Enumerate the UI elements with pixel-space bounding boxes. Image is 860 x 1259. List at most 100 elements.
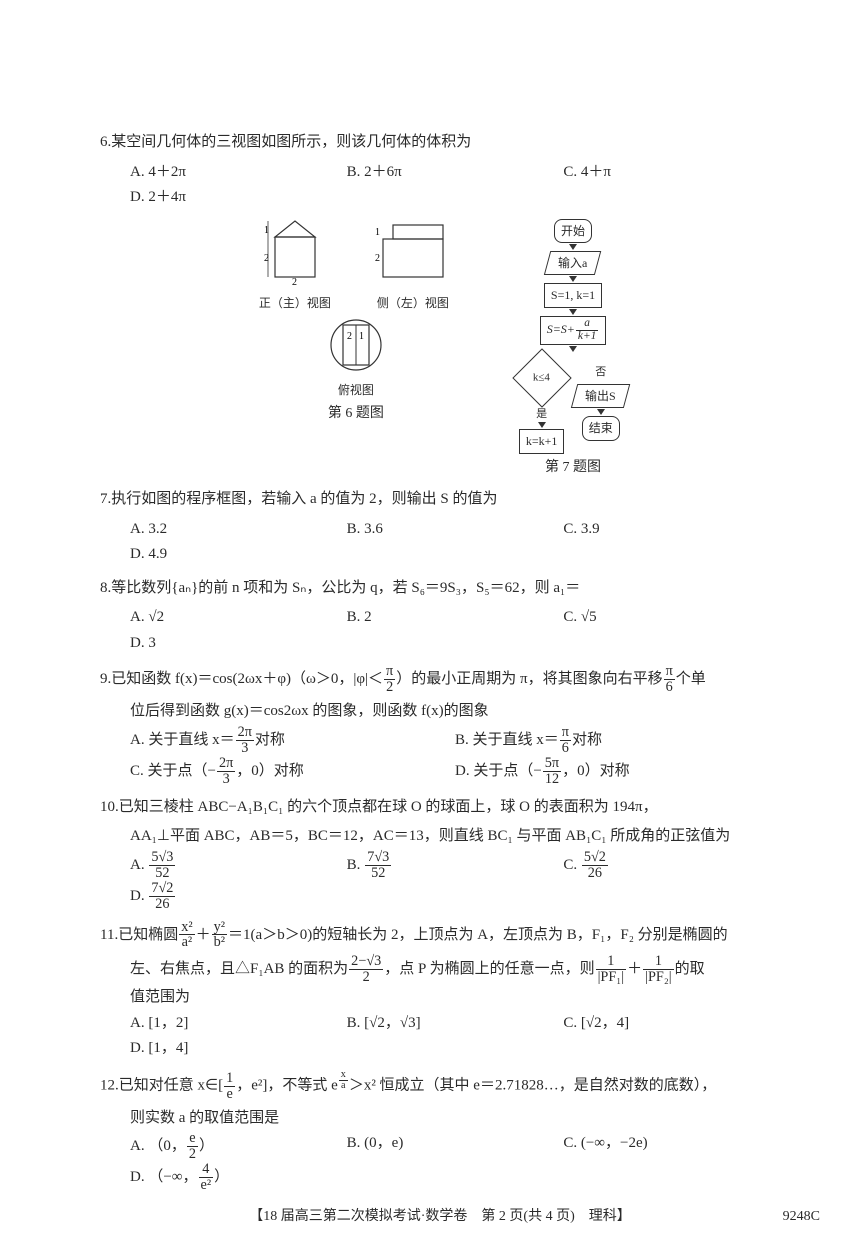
q11-options: A. [1，2] B. [√2，√3] C. [√2，4] D. [1，4] [100, 1011, 780, 1062]
front-view-svg: 1 2 2 [260, 217, 330, 287]
q12-text1: 已知对任意 x∈[ [119, 1078, 223, 1094]
q7-opt-a: A. 3.2 [130, 517, 347, 543]
figure-7: 开始 输入a S=1, k=1 S=S+ak+1 k≤4 是 [519, 217, 627, 480]
q9-text1: 已知函数 f(x)＝cos(2ωx＋φ)（ω＞0，|φ|＜ [111, 671, 383, 687]
q11-opt-a: A. [1，2] [130, 1011, 347, 1037]
q12-number: 12. [100, 1078, 119, 1094]
q8-text: 等比数列{aₙ}的前 n 项和为 Sₙ，公比为 q，若 S₆＝9S₃，S₅＝62… [111, 580, 580, 596]
q8-stem: 8.等比数列{aₙ}的前 n 项和为 Sₙ，公比为 q，若 S₆＝9S₃，S₅＝… [100, 576, 780, 602]
q9-opt-b: B. 关于直线 x＝π6对称 [455, 725, 780, 756]
q8-opt-b: B. 2 [347, 605, 564, 631]
q8-options: A. √2 B. 2 C. √5 D. 3 [100, 605, 780, 656]
svg-text:1: 1 [375, 227, 380, 238]
q6-opt-b: B. 2＋6π [347, 160, 564, 186]
fc-init: S=1, k=1 [544, 283, 602, 307]
q7-opt-b: B. 3.6 [347, 517, 564, 543]
q6-text: 某空间几何体的三视图如图所示，则该几何体的体积为 [111, 134, 471, 150]
q10-options: A. 5√352 B. 7√352 C. 5√226 D. 7√226 [100, 850, 780, 912]
q11-text1: 已知椭圆 [118, 926, 178, 942]
q11-opt-c: C. [√2，4] [563, 1011, 780, 1037]
side-view-label: 侧（左）视图 [373, 293, 453, 313]
q10-opt-d: D. 7√226 [130, 881, 780, 912]
question-8: 8.等比数列{aₙ}的前 n 项和为 Sₙ，公比为 q，若 S₆＝9S₃，S₅＝… [100, 576, 780, 657]
q7-opt-c: C. 3.9 [563, 517, 780, 543]
svg-text:2: 2 [292, 277, 297, 287]
fc-input: 输入a [544, 251, 602, 275]
question-7: 7.执行如图的程序框图，若输入 a 的值为 2，则输出 S 的值为 A. 3.2… [100, 487, 780, 568]
q12-opt-c: C. (−∞，−2e) [563, 1131, 780, 1162]
footer-code: 9248C [783, 1205, 820, 1229]
q9-options: A. 关于直线 x＝2π3对称 B. 关于直线 x＝π6对称 C. 关于点（−2… [100, 725, 780, 787]
q12-options: A. （0，e2） B. (0，e) C. (−∞，−2e) D. （−∞，4e… [100, 1131, 780, 1193]
q7-stem: 7.执行如图的程序框图，若输入 a 的值为 2，则输出 S 的值为 [100, 487, 780, 513]
page-footer: 【18 届高三第二次模拟考试·数学卷 第 2 页(共 4 页) 理科】 9248… [100, 1205, 780, 1229]
q9-opt-c: C. 关于点（−2π3，0）对称 [130, 756, 455, 787]
q7-opt-d: D. 4.9 [130, 542, 780, 568]
q10-opt-a: A. 5√352 [130, 850, 347, 881]
q8-opt-c: C. √5 [563, 605, 780, 631]
side-view-svg: 1 2 [373, 217, 453, 287]
q9-stem: 9.已知函数 f(x)＝cos(2ωx＋φ)（ω＞0，|φ|＜π2）的最小正周期… [100, 664, 780, 695]
svg-text:2: 2 [375, 253, 380, 264]
q9-text2: ）的最小正周期为 π，将其图象向右平移 [396, 671, 662, 687]
q6-opt-d: D. 2＋4π [130, 185, 780, 211]
q9-stem-line2: 位后得到函数 g(x)＝cos2ωx 的图象，则函数 f(x)的图象 [100, 699, 780, 725]
fc-no-label: 否 [595, 363, 606, 382]
q12-opt-b: B. (0，e) [347, 1131, 564, 1162]
q9-text3: 个单 [676, 671, 706, 687]
q6-opt-c: C. 4＋π [563, 160, 780, 186]
top-view-svg: 2 1 [321, 317, 391, 373]
q10-stem: 10.已知三棱柱 ABC−A₁B₁C₁ 的六个顶点都在球 O 的球面上，球 O … [100, 795, 780, 821]
q9-opt-a: A. 关于直线 x＝2π3对称 [130, 725, 455, 756]
q7-options: A. 3.2 B. 3.6 C. 3.9 D. 4.9 [100, 517, 780, 568]
svg-text:1: 1 [359, 331, 364, 342]
figure-7-caption: 第 7 题图 [519, 456, 627, 480]
q8-number: 8. [100, 580, 111, 596]
fc-update: S=S+ak+1 [540, 316, 607, 345]
figure-6: 1 2 2 正（主）视图 1 [253, 217, 459, 480]
q6-stem: 6.某空间几何体的三视图如图所示，则该几何体的体积为 [100, 130, 780, 156]
q11-opt-d: D. [1，4] [130, 1036, 780, 1062]
q9-number: 9. [100, 671, 111, 687]
q11-number: 11. [100, 926, 118, 942]
q11-opt-b: B. [√2，√3] [347, 1011, 564, 1037]
q12-opt-a: A. （0，e2） [130, 1131, 347, 1162]
flowchart: 开始 输入a S=1, k=1 S=S+ak+1 k≤4 是 [519, 217, 627, 456]
svg-text:2: 2 [347, 331, 352, 342]
fc-end: 结束 [582, 416, 620, 440]
side-view: 1 2 侧（左）视图 [373, 217, 453, 314]
question-9: 9.已知函数 f(x)＝cos(2ωx＋φ)（ω＞0，|φ|＜π2）的最小正周期… [100, 664, 780, 786]
three-views: 1 2 2 正（主）视图 1 [253, 217, 459, 403]
q10-opt-b: B. 7√352 [347, 850, 564, 881]
front-view-label: 正（主）视图 [259, 293, 331, 313]
q9-opt-d: D. 关于点（−5π12，0）对称 [455, 756, 780, 787]
q12-opt-d: D. （−∞，4e²） [130, 1162, 780, 1193]
q6-number: 6. [100, 134, 111, 150]
front-view: 1 2 2 正（主）视图 [259, 217, 331, 314]
q10-text1: 已知三棱柱 ABC−A₁B₁C₁ 的六个顶点都在球 O 的球面上，球 O 的表面… [119, 799, 658, 815]
top-view: 2 1 俯视图 [321, 317, 391, 400]
q8-opt-a: A. √2 [130, 605, 347, 631]
figures-row: 1 2 2 正（主）视图 1 [100, 217, 780, 480]
q12-stem: 12.已知对任意 x∈[1e，e²]，不等式 exa＞x² 恒成立（其中 e＝2… [100, 1070, 780, 1102]
q11-stem: 11.已知椭圆x²a²＋y²b²＝1(a＞b＞0)的短轴长为 2，上顶点为 A，… [100, 920, 780, 951]
fc-inc: k=k+1 [519, 429, 565, 453]
fc-start: 开始 [554, 219, 592, 243]
question-12: 12.已知对任意 x∈[1e，e²]，不等式 exa＞x² 恒成立（其中 e＝2… [100, 1070, 780, 1193]
q8-opt-d: D. 3 [130, 631, 780, 657]
q11-text2: ＝1(a＞b＞0)的短轴长为 2，上顶点为 A，左顶点为 B，F₁，F₂ 分别是… [228, 926, 728, 942]
q10-number: 10. [100, 799, 119, 815]
q11-stem-line3: 值范围为 [100, 985, 780, 1011]
top-view-label: 俯视图 [321, 380, 391, 400]
figure-6-caption: 第 6 题图 [253, 402, 459, 426]
q6-options: A. 4＋2π B. 2＋6π C. 4＋π D. 2＋4π [100, 160, 780, 211]
exam-page: 6.某空间几何体的三视图如图所示，则该几何体的体积为 A. 4＋2π B. 2＋… [0, 0, 860, 1259]
fc-cond: k≤4 [512, 348, 571, 407]
question-11: 11.已知椭圆x²a²＋y²b²＝1(a＞b＞0)的短轴长为 2，上顶点为 A，… [100, 920, 780, 1062]
q10-opt-c: C. 5√226 [563, 850, 780, 881]
q7-text: 执行如图的程序框图，若输入 a 的值为 2，则输出 S 的值为 [111, 491, 497, 507]
q6-opt-a: A. 4＋2π [130, 160, 347, 186]
q12-text3: ＞x² 恒成立（其中 e＝2.71828…，是自然对数的底数）， [349, 1078, 716, 1094]
q7-number: 7. [100, 491, 111, 507]
q11-stem-line2: 左、右焦点，且△F₁AB 的面积为2−√32，点 P 为椭圆上的任意一点，则1|… [100, 954, 780, 985]
